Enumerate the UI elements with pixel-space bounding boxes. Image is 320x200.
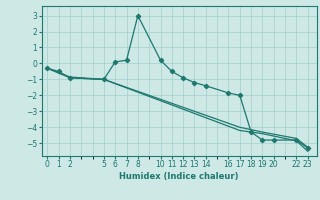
- X-axis label: Humidex (Indice chaleur): Humidex (Indice chaleur): [119, 172, 239, 181]
